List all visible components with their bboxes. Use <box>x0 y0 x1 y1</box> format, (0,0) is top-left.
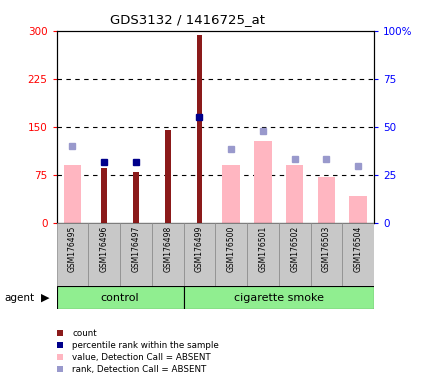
Bar <box>278 223 310 286</box>
Legend: count, percentile rank within the sample, value, Detection Call = ABSENT, rank, : count, percentile rank within the sample… <box>48 326 222 378</box>
Bar <box>151 223 183 286</box>
Bar <box>183 223 215 286</box>
Text: GSM176499: GSM176499 <box>194 226 204 272</box>
Text: agent: agent <box>4 293 34 303</box>
Text: GSM176503: GSM176503 <box>321 226 330 272</box>
Text: GSM176495: GSM176495 <box>68 226 77 272</box>
Bar <box>342 223 373 286</box>
Text: GSM176498: GSM176498 <box>163 226 172 272</box>
Bar <box>63 165 81 223</box>
Text: GDS3132 / 1416725_at: GDS3132 / 1416725_at <box>109 13 264 26</box>
Bar <box>285 165 303 223</box>
Bar <box>310 223 342 286</box>
Bar <box>196 35 202 223</box>
Bar <box>56 223 88 286</box>
Bar <box>133 172 138 223</box>
Text: GSM176504: GSM176504 <box>353 226 362 272</box>
Text: cigarette smoke: cigarette smoke <box>233 293 323 303</box>
Bar <box>101 168 107 223</box>
Bar <box>349 196 366 223</box>
Bar <box>247 223 278 286</box>
Bar <box>317 177 335 223</box>
Text: GSM176497: GSM176497 <box>131 226 140 272</box>
Bar <box>120 223 151 286</box>
Bar <box>253 141 271 223</box>
Text: control: control <box>101 293 139 303</box>
Bar <box>215 223 247 286</box>
Bar <box>88 223 120 286</box>
Text: GSM176502: GSM176502 <box>289 226 299 272</box>
Text: ▶: ▶ <box>41 293 50 303</box>
Bar <box>183 286 373 309</box>
Bar <box>222 165 240 223</box>
Text: GSM176501: GSM176501 <box>258 226 267 272</box>
Bar <box>56 286 183 309</box>
Text: GSM176500: GSM176500 <box>226 226 235 272</box>
Bar <box>164 130 170 223</box>
Text: GSM176496: GSM176496 <box>99 226 108 272</box>
